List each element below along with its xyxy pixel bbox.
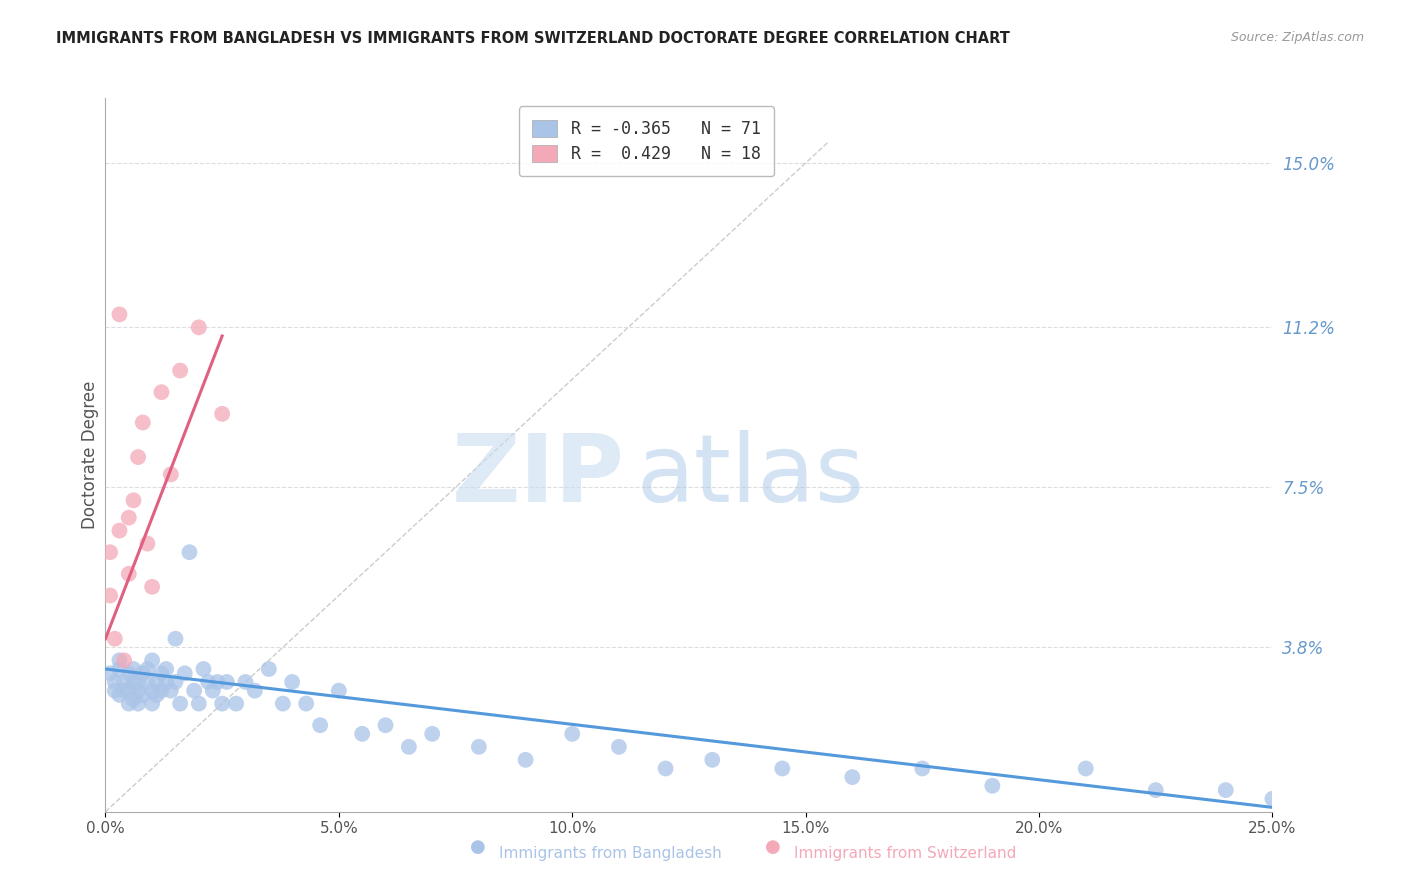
Point	[468, 739, 491, 754]
Text: Immigrants from Switzerland: Immigrants from Switzerland	[794, 846, 1017, 861]
Point	[702, 753, 724, 767]
Point	[108, 307, 131, 321]
Point	[243, 683, 266, 698]
Point	[112, 683, 135, 698]
Point	[295, 697, 318, 711]
Point	[165, 675, 187, 690]
Point	[122, 692, 145, 706]
Point	[374, 718, 396, 732]
Point	[207, 675, 229, 690]
Point	[179, 545, 201, 559]
Point	[112, 653, 135, 667]
Text: ●: ●	[765, 838, 782, 856]
Point	[112, 675, 135, 690]
Point	[211, 697, 233, 711]
Point	[108, 688, 131, 702]
Point	[104, 632, 127, 646]
Point	[187, 320, 209, 334]
Y-axis label: Doctorate Degree: Doctorate Degree	[80, 381, 98, 529]
Point	[215, 675, 238, 690]
Point	[169, 697, 191, 711]
Point	[155, 675, 177, 690]
Point	[132, 416, 155, 430]
Point	[1144, 783, 1167, 797]
Point	[141, 697, 163, 711]
Point	[173, 666, 195, 681]
Text: ZIP: ZIP	[451, 430, 624, 523]
Point	[197, 675, 219, 690]
Point	[136, 675, 159, 690]
Point	[132, 666, 155, 681]
Point	[225, 697, 247, 711]
Point	[136, 536, 159, 550]
Text: Immigrants from Bangladesh: Immigrants from Bangladesh	[499, 846, 721, 861]
Point	[104, 683, 127, 698]
Point	[118, 566, 141, 581]
Point	[127, 450, 149, 464]
Point	[122, 662, 145, 676]
Point	[98, 545, 121, 559]
Point	[141, 580, 163, 594]
Point	[193, 662, 215, 676]
Point	[118, 683, 141, 698]
Point	[187, 697, 209, 711]
Text: atlas: atlas	[637, 430, 865, 523]
Point	[150, 683, 173, 698]
Text: ●: ●	[470, 838, 486, 856]
Point	[150, 385, 173, 400]
Point	[981, 779, 1004, 793]
Point	[141, 653, 163, 667]
Point	[420, 727, 443, 741]
Point	[561, 727, 583, 741]
Point	[127, 697, 149, 711]
Point	[146, 675, 169, 690]
Point	[108, 524, 131, 538]
Point	[108, 653, 131, 667]
Point	[136, 662, 159, 676]
Point	[118, 666, 141, 681]
Point	[235, 675, 257, 690]
Text: Source: ZipAtlas.com: Source: ZipAtlas.com	[1230, 31, 1364, 45]
Point	[770, 762, 793, 776]
Point	[118, 510, 141, 524]
Point	[352, 727, 374, 741]
Point	[132, 688, 155, 702]
Point	[841, 770, 863, 784]
Point	[98, 666, 121, 681]
Point	[328, 683, 350, 698]
Point	[118, 697, 141, 711]
Point	[150, 666, 173, 681]
Point	[169, 363, 191, 377]
Point	[201, 683, 224, 698]
Point	[309, 718, 332, 732]
Point	[122, 493, 145, 508]
Point	[257, 662, 280, 676]
Point	[141, 683, 163, 698]
Point	[183, 683, 205, 698]
Point	[146, 688, 169, 702]
Point	[122, 675, 145, 690]
Point	[654, 762, 676, 776]
Point	[1074, 762, 1097, 776]
Point	[159, 467, 181, 482]
Point	[127, 683, 149, 698]
Point	[1215, 783, 1237, 797]
Point	[104, 675, 127, 690]
Legend: R = -0.365   N = 71, R =  0.429   N = 18: R = -0.365 N = 71, R = 0.429 N = 18	[519, 106, 773, 176]
Point	[98, 589, 121, 603]
Point	[165, 632, 187, 646]
Point	[271, 697, 294, 711]
Text: IMMIGRANTS FROM BANGLADESH VS IMMIGRANTS FROM SWITZERLAND DOCTORATE DEGREE CORRE: IMMIGRANTS FROM BANGLADESH VS IMMIGRANTS…	[56, 31, 1010, 46]
Point	[155, 662, 177, 676]
Point	[1261, 791, 1284, 805]
Point	[211, 407, 233, 421]
Point	[127, 675, 149, 690]
Point	[515, 753, 537, 767]
Point	[159, 683, 181, 698]
Point	[607, 739, 630, 754]
Point	[108, 662, 131, 676]
Point	[398, 739, 420, 754]
Point	[281, 675, 304, 690]
Point	[911, 762, 934, 776]
